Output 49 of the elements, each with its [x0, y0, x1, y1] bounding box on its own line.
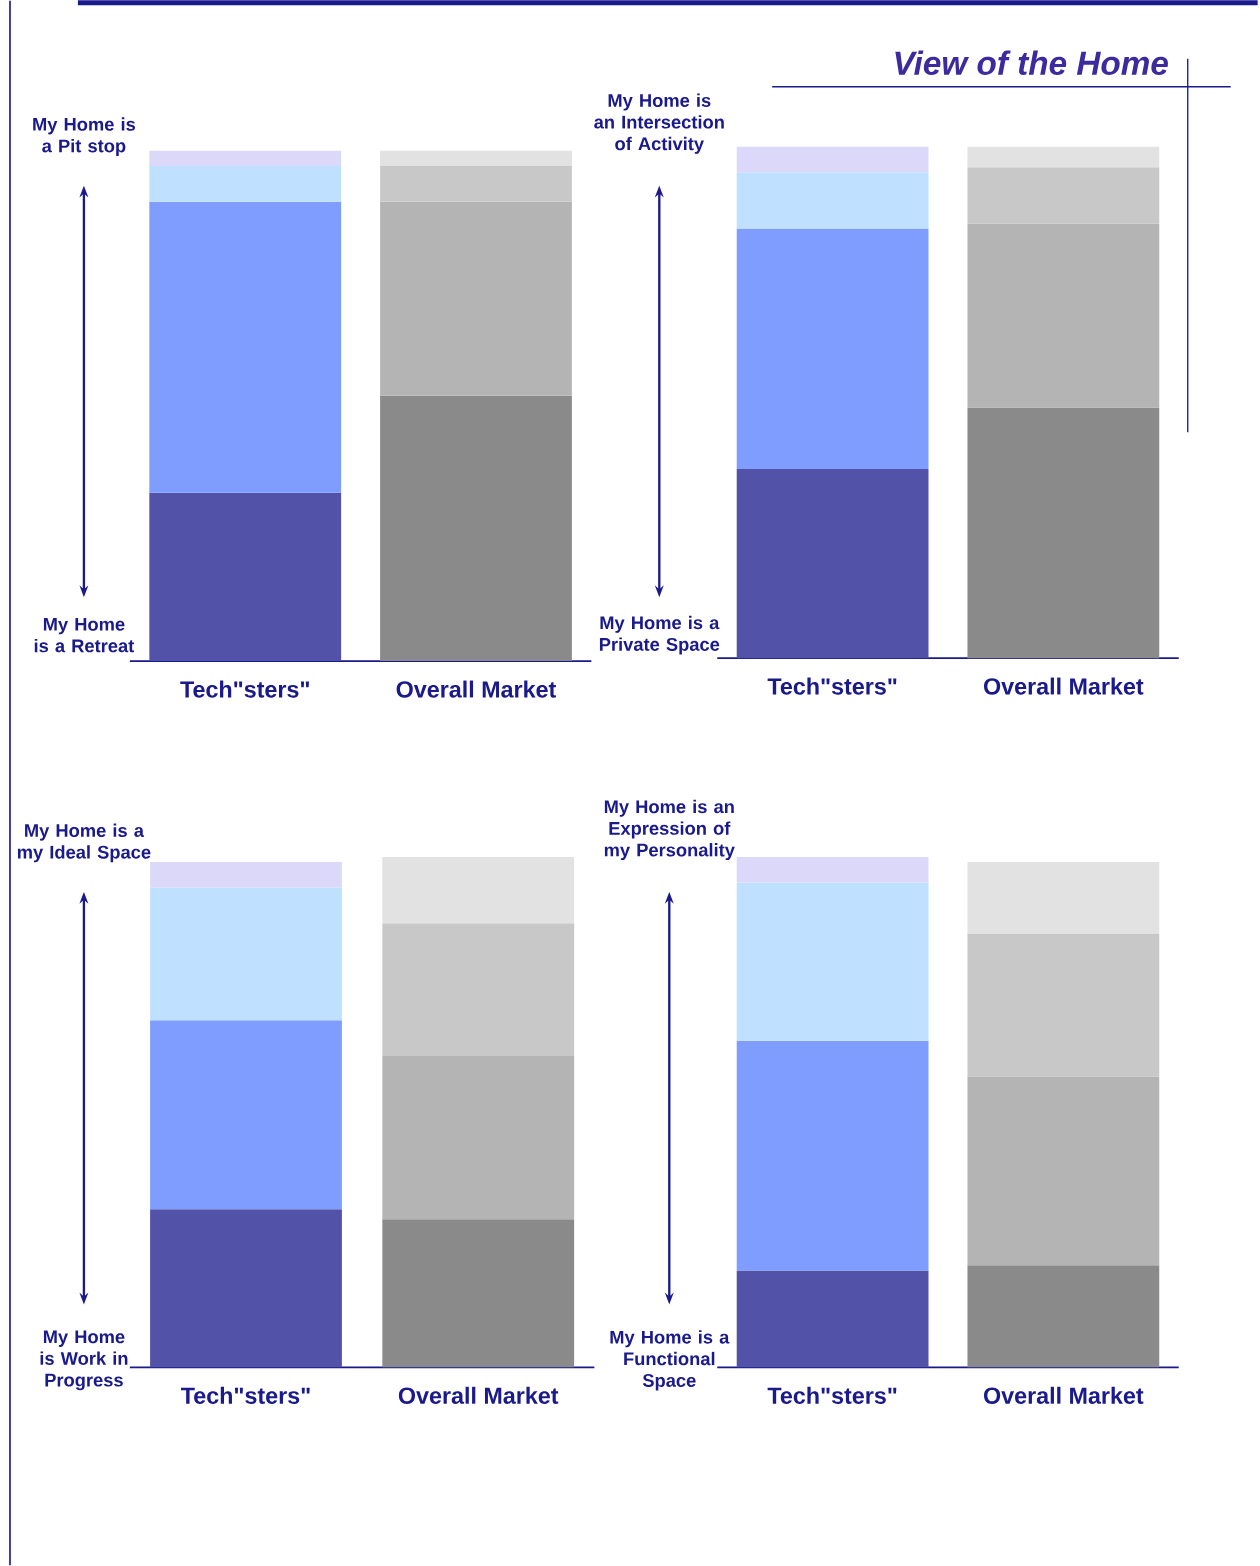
annotation: My Home is a my Ideal Space — [17, 823, 151, 863]
bar — [736, 228, 929, 469]
bar — [380, 150, 572, 166]
annotation: My Home is a Functional Space — [610, 1330, 730, 1391]
bar — [150, 887, 342, 1021]
x-tick-label: Tech"sters" — [767, 1386, 897, 1404]
bar — [967, 933, 1160, 1077]
text: My Home is Work in Progress — [40, 1330, 128, 1391]
annotation: My Home is a Private Space — [599, 615, 720, 655]
x-tick-label: Tech"sters" — [180, 1386, 310, 1404]
bar — [967, 407, 1160, 659]
bar — [382, 856, 575, 924]
bar — [736, 882, 929, 1041]
bar — [382, 1056, 575, 1220]
bar — [967, 1076, 1160, 1266]
x-tick-label: Overall Market — [983, 677, 1144, 695]
bar — [149, 201, 342, 493]
x-tick-label: Tech"sters" — [767, 677, 897, 695]
bar — [150, 862, 342, 888]
bar — [736, 856, 929, 883]
bar — [736, 172, 929, 229]
bar — [736, 1270, 929, 1368]
bar — [967, 1265, 1160, 1368]
annotation: My Home is a Retreat — [34, 617, 134, 653]
x-tick-label: Tech"sters" — [180, 680, 309, 698]
bar — [149, 165, 342, 202]
bar — [967, 862, 1160, 934]
x-tick-label: Overall Market — [983, 1386, 1144, 1404]
bar — [736, 146, 929, 173]
annotation: My Home is an Intersection of Activity — [594, 93, 724, 154]
annotation: My Home is an Expression of my Personality — [604, 799, 735, 861]
bar — [150, 1020, 342, 1210]
bar — [736, 1040, 929, 1271]
bar — [380, 201, 572, 396]
bar — [149, 150, 342, 166]
bar — [380, 165, 572, 202]
bar — [967, 223, 1160, 408]
bar — [967, 146, 1160, 168]
bar — [382, 923, 575, 1056]
x-tick-label: Overall Market — [398, 1386, 559, 1404]
bar — [736, 468, 929, 659]
x-tick-label: Overall Market — [396, 680, 556, 698]
bar — [150, 1209, 342, 1368]
annotation: My Home is a Pit stop — [33, 117, 135, 157]
bar — [149, 492, 342, 662]
bar — [967, 167, 1160, 224]
text: View of the Home — [895, 50, 1168, 75]
bar — [380, 395, 572, 662]
bar — [382, 1219, 575, 1368]
